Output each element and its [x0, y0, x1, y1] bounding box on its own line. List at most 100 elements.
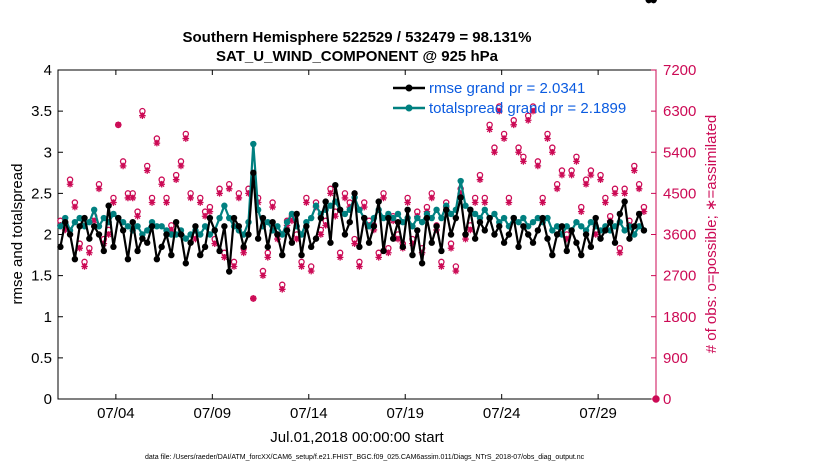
rmse-point — [457, 194, 464, 201]
obs-assimilated-marker — [177, 162, 185, 170]
totalspread-point — [197, 231, 204, 238]
legend-rmse-marker — [405, 84, 413, 92]
obs-assimilated-marker — [278, 286, 286, 293]
rmse-point — [558, 223, 566, 230]
rmse-point — [187, 239, 194, 246]
rmse-point — [471, 235, 479, 242]
rmse-point — [62, 218, 69, 226]
y-right-tick-label: 4500 — [663, 185, 696, 202]
rmse-point — [525, 231, 532, 238]
totalspread-point — [462, 202, 469, 209]
totalspread-point — [221, 202, 228, 209]
rmse-point — [529, 239, 537, 246]
rmse-point — [216, 247, 223, 255]
obs-assimilated-marker — [163, 199, 170, 206]
obs-assimilated-marker — [505, 199, 513, 206]
y-right-tick-label: 2700 — [663, 268, 696, 285]
obs-assimilated-marker — [356, 263, 363, 270]
x-tick-label: 07/09 — [194, 405, 232, 422]
obs-assimilated-marker — [298, 263, 305, 270]
y-left-tick-label: 0.5 — [31, 350, 52, 367]
rmse-point — [414, 227, 421, 234]
y-right-tick-label: 7200 — [663, 62, 696, 79]
y-left-tick-label: 2.5 — [31, 185, 52, 202]
rmse-point — [346, 218, 353, 226]
x-tick-label: 07/29 — [579, 405, 617, 422]
obs-assimilated-marker — [201, 212, 209, 220]
y-left-tick-label: 1 — [44, 309, 52, 326]
totalspread-point — [182, 235, 189, 242]
rmse-point — [95, 231, 103, 238]
rmse-point — [312, 235, 320, 242]
rmse-point — [462, 231, 469, 238]
rmse-point — [66, 231, 74, 238]
obs-assimilated-marker — [264, 254, 272, 261]
obs-assimilated-marker — [216, 190, 223, 197]
obs-assimilated-marker — [486, 126, 493, 133]
rmse-point — [119, 227, 127, 234]
totalspread-point — [86, 218, 93, 226]
totalspread-point — [216, 214, 223, 222]
obs-assimilated-marker — [481, 199, 489, 206]
obs-assimilated-marker — [602, 199, 609, 206]
rmse-point — [563, 247, 570, 255]
totalspread-point — [414, 214, 421, 222]
rmse-point — [115, 214, 122, 222]
obs-assimilated-marker — [211, 240, 219, 247]
rmse-point — [452, 214, 460, 222]
rmse-point — [433, 223, 440, 230]
obs-assimilated-marker — [192, 235, 199, 243]
rmse-point — [476, 218, 484, 226]
rmse-point — [76, 223, 83, 230]
obs-assimilated-marker — [317, 231, 325, 238]
rmse-point — [404, 206, 411, 214]
obs-assimilated-marker — [86, 249, 93, 257]
rmse-point — [274, 231, 281, 238]
rmse-point — [626, 235, 633, 242]
totalspread-point — [365, 223, 373, 230]
obs-assimilated-marker — [597, 176, 604, 183]
obs-assimilated-marker — [206, 208, 214, 215]
totalspread-point — [283, 218, 291, 226]
rmse-point — [602, 227, 609, 234]
rmse-point — [606, 218, 614, 226]
chart-title: Southern Hemisphere 522529 / 532479 = 98… — [183, 29, 532, 46]
rmse-point — [288, 239, 296, 246]
obs-assimilated-marker — [385, 249, 392, 257]
obs-assimilated-marker — [380, 194, 387, 202]
obs-assimilated-marker — [240, 249, 247, 257]
obs-assimilated-marker — [71, 203, 79, 211]
rmse-point — [375, 198, 382, 205]
rmse-point — [515, 243, 522, 251]
rmse-point — [192, 223, 199, 230]
obs-endpoint-marker — [652, 395, 660, 403]
rmse-point — [86, 235, 93, 242]
rmse-point — [409, 251, 416, 259]
x-tick-label: 07/19 — [386, 405, 424, 422]
obs-assimilated-marker — [76, 244, 84, 252]
totalspread-point — [457, 177, 464, 185]
totalspread-point — [134, 223, 141, 230]
x-axis-label: Jul.01,2018 00:00:00 start — [270, 429, 444, 446]
obs-assimilated-marker — [549, 148, 556, 156]
rmse-point — [520, 223, 527, 230]
obs-assimilated-marker — [553, 185, 561, 193]
rmse-point — [385, 214, 392, 222]
obs-assimilated-marker — [568, 171, 575, 179]
obs-assimilated-marker — [409, 240, 416, 247]
rmse-point — [177, 231, 185, 238]
rmse-point — [640, 227, 648, 234]
y-right-tick-label: 5400 — [663, 144, 696, 161]
obs-assimilated-marker — [573, 158, 580, 165]
obs-assimilated-marker — [577, 208, 585, 215]
obs-assimilated-marker — [90, 217, 98, 225]
obs-assimilated-marker — [558, 171, 566, 179]
obs-assimilated-marker — [611, 190, 619, 197]
rmse-point — [230, 214, 238, 222]
rmse-point — [370, 223, 378, 230]
totalspread-point — [433, 206, 440, 214]
rmse-point — [158, 243, 165, 251]
totalspread-point — [447, 210, 455, 218]
